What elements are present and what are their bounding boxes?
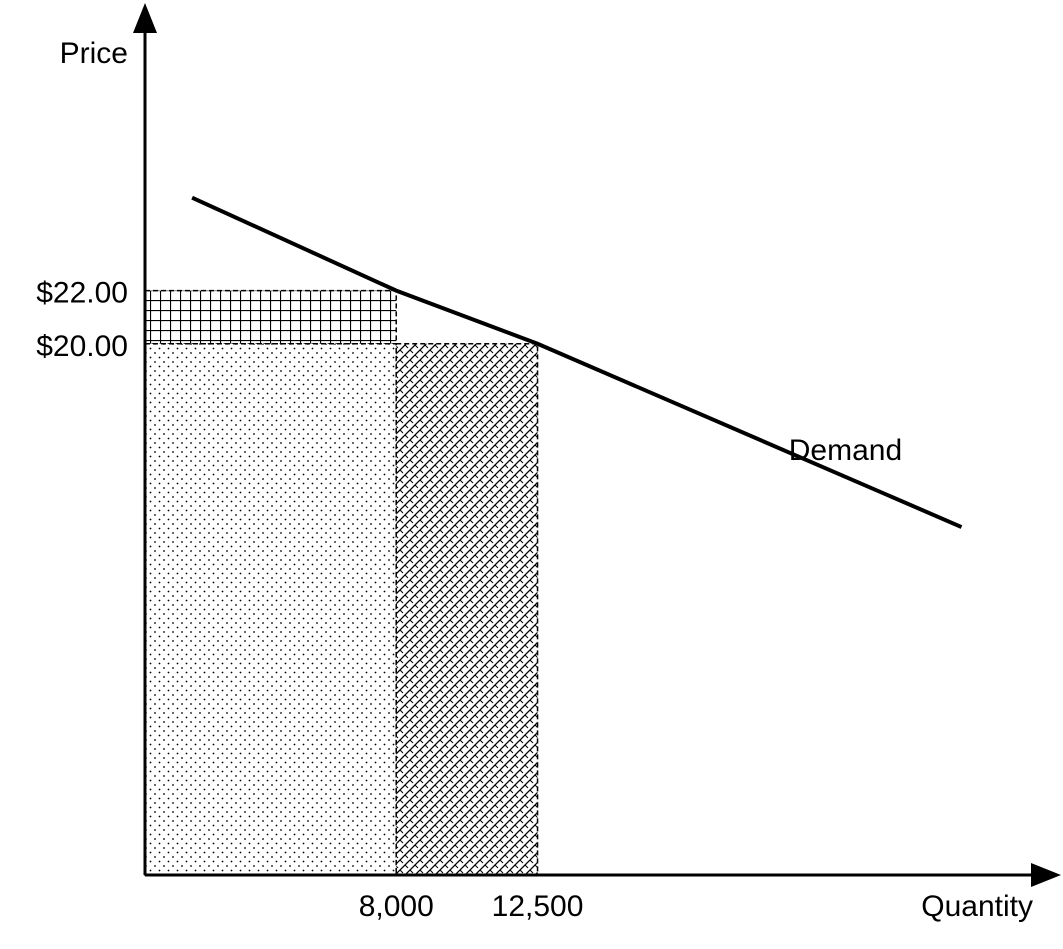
y-tick-label-20: $20.00 <box>36 330 128 363</box>
shaded-region-grid <box>145 290 397 344</box>
series-label-demand: Demand <box>789 434 902 467</box>
demand-line <box>191 195 963 529</box>
axes <box>133 3 1061 887</box>
y-tick-label-22: $22.00 <box>36 277 128 310</box>
x-tick-label-8000: 8,000 <box>359 890 434 923</box>
shaded-region-dots <box>145 343 397 875</box>
shaded-region-diagonal-crosshatch <box>396 343 538 875</box>
series <box>191 195 963 529</box>
shaded-regions <box>144 289 539 876</box>
labels: Price Quantity Demand 8,000 12,500 $20.0… <box>36 37 1033 923</box>
x-tick-label-12500: 12,500 <box>492 890 584 923</box>
x-axis-label: Quantity <box>921 890 1033 923</box>
y-axis-label: Price <box>60 37 128 70</box>
